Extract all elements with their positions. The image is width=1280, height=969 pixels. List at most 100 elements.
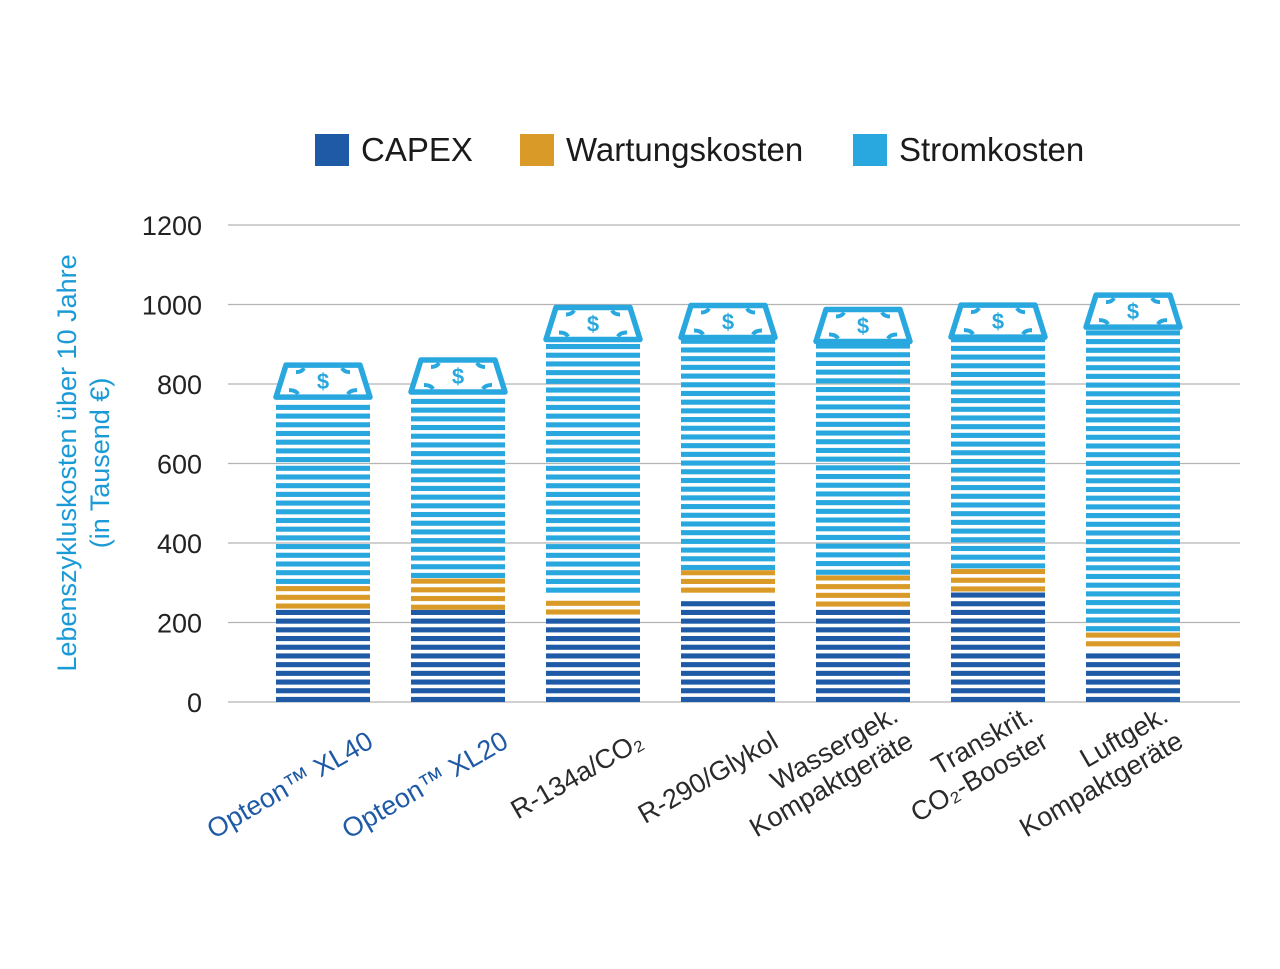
bar-stripe (411, 595, 505, 602)
legend-swatch (315, 134, 349, 166)
bar-stripe (681, 382, 775, 388)
bar-stripe (816, 500, 910, 506)
bar-stripe (546, 600, 640, 606)
bar-stripe (951, 528, 1045, 534)
bar-stripe (546, 544, 640, 550)
bar-stripe (951, 609, 1045, 615)
bar-stripe (681, 679, 775, 685)
bar-stripe (546, 404, 640, 410)
bar-stripe (951, 563, 1045, 569)
bar-stripe (276, 491, 370, 497)
bar-stripe (816, 517, 910, 523)
bar-stripe (816, 413, 910, 419)
bar-stripe (951, 441, 1045, 447)
bar-stripe (411, 662, 505, 668)
bar-stripe (681, 662, 775, 668)
money-icon-corner (751, 328, 763, 336)
bar-stripe (951, 432, 1045, 438)
money-icon-corner (963, 328, 975, 336)
bar-stripe (816, 343, 910, 349)
legend-swatch (853, 134, 887, 166)
bar-stripe (1086, 600, 1180, 606)
money-icon-corner (423, 382, 435, 390)
bar-stripe (816, 569, 910, 575)
bar-stripe (681, 504, 775, 510)
bar-stripe (816, 404, 910, 410)
bar-stripe (276, 552, 370, 558)
money-icon-corner (1156, 318, 1168, 326)
bar-stripe (951, 636, 1045, 642)
bar-stripe (1086, 399, 1180, 406)
bar-stripe (1086, 373, 1180, 379)
bar-stripe (681, 547, 775, 553)
bar-stripe (276, 644, 370, 650)
money-icon-corner (835, 311, 846, 319)
bar-stripe (546, 465, 640, 471)
x-category-label-line: R-134a/CO₂ (506, 725, 648, 825)
bar-stripe (1086, 547, 1180, 553)
bar-stripe (816, 534, 910, 540)
y-axis: 0 200 400 600 800 1000 1200 Lebenszykluskosten … (52, 211, 202, 718)
bar-stripe (546, 491, 640, 497)
bar-stripe (411, 627, 505, 633)
bar-stripe (1086, 504, 1180, 510)
bar-stripe (681, 347, 775, 353)
bar-stripe (546, 387, 640, 393)
stacked-bar: $ (543, 304, 643, 702)
bar-stripe (816, 421, 910, 427)
bar-stripe (546, 570, 640, 576)
money-icon-corner (1015, 307, 1026, 315)
bar-stripe (276, 448, 370, 454)
bar-stripe (951, 363, 1045, 369)
money-icon-corner (970, 307, 981, 315)
bar-stripe (1086, 513, 1180, 519)
money-icon-corner (1150, 297, 1161, 305)
bar-segment (276, 586, 370, 609)
bar-stripe (1086, 460, 1180, 466)
bar-stripe (276, 404, 370, 410)
bar-stripe (276, 561, 370, 567)
bar-stripe (681, 564, 775, 571)
bar-stripe (276, 618, 370, 624)
bar-stripe (951, 345, 1045, 351)
bar-stripe (681, 443, 775, 449)
bar-stripe (276, 578, 370, 584)
y-axis-title-line: Lebenszykluskosten über 10 Jahre (52, 254, 82, 671)
money-icon-corner (745, 307, 756, 315)
bar-stripe (1086, 495, 1180, 501)
y-tick-label: 400 (157, 529, 202, 559)
bar-stripe (816, 387, 910, 393)
bar-stripe (546, 439, 640, 445)
money-icon-corner (295, 367, 306, 375)
bar-stripe (816, 679, 910, 685)
bar-stripe (951, 380, 1045, 386)
money-icon-corner (346, 388, 358, 396)
bar-stripe (276, 483, 370, 489)
y-tick-label: 200 (157, 609, 202, 639)
bar-stripe (411, 459, 505, 465)
bar-stripe (411, 538, 505, 544)
bar-stripe (411, 398, 505, 404)
bar-stripe (411, 653, 505, 659)
y-tick-label: 600 (157, 450, 202, 480)
bar-stripe (1086, 539, 1180, 545)
bar-stripe (816, 395, 910, 401)
y-axis-title-line: (in Tausend €) (85, 378, 115, 549)
bar-stripe (276, 474, 370, 480)
bar-stripe (681, 556, 775, 562)
bar-stripe (546, 644, 640, 650)
bar-stripe (1086, 521, 1180, 527)
bar-stripe (1086, 679, 1180, 685)
money-icon: $ (948, 302, 1048, 340)
bar-stripe (276, 594, 370, 600)
bar-stripe (1086, 391, 1180, 397)
bar-stripe (276, 422, 370, 428)
bar-stripe (546, 378, 640, 384)
bar-stripe (951, 545, 1045, 552)
bar-stripe (411, 416, 505, 422)
bar-stripe (1086, 408, 1180, 414)
bar-stripe (1086, 365, 1180, 371)
bar-stripe (816, 552, 910, 558)
